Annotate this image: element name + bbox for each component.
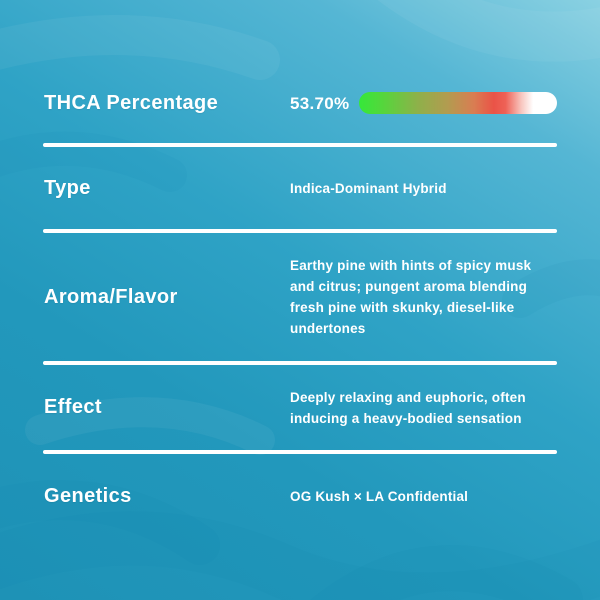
effect-label: Effect xyxy=(44,396,102,418)
thca-meter-bar xyxy=(359,92,557,114)
row-aroma-flavor: Aroma/Flavor Earthy pine with hints of s… xyxy=(44,233,557,361)
type-value: Indica-Dominant Hybrid xyxy=(290,180,447,196)
genetics-value: OG Kush × LA Confidential xyxy=(290,488,469,504)
effect-value: Deeply relaxing and euphoric, often indu… xyxy=(290,389,526,426)
row-effect: Effect Deeply relaxing and euphoric, oft… xyxy=(44,365,557,450)
divider xyxy=(43,361,557,365)
type-label: Type xyxy=(44,176,91,199)
thca-meter-group: 53.70% xyxy=(290,92,557,114)
aroma-flavor-value: Earthy pine with hints of spicy musk and… xyxy=(290,258,532,336)
divider xyxy=(43,450,557,454)
row-genetics: Genetics OG Kush × LA Confidential xyxy=(44,454,557,538)
thca-percentage-label: THCA Percentage xyxy=(44,91,219,114)
divider xyxy=(43,143,557,147)
divider xyxy=(43,229,557,233)
genetics-label: Genetics xyxy=(44,484,132,507)
thca-percentage-value: 53.70% xyxy=(290,93,350,113)
row-thca-percentage: THCA Percentage 53.70% xyxy=(44,63,557,143)
row-type: Type Indica-Dominant Hybrid xyxy=(44,147,557,229)
aroma-flavor-label: Aroma/Flavor xyxy=(44,285,178,308)
